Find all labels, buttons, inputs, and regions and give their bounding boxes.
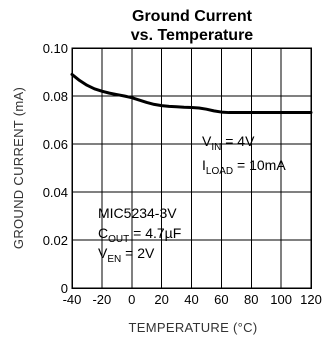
y-tick-label: 0.06 <box>43 137 68 152</box>
x-tick-label: -40 <box>63 292 82 307</box>
y-tick-labels: 0 0.02 0.04 0.06 0.08 0.10 <box>43 41 68 296</box>
chart-title-line2: vs. Temperature <box>131 27 254 44</box>
x-tick-labels: -40 -20 0 20 40 60 80 100 120 <box>63 292 322 307</box>
x-tick-label: 20 <box>154 292 168 307</box>
x-tick-label: 40 <box>184 292 198 307</box>
x-tick-label: 80 <box>244 292 258 307</box>
series-line <box>70 72 313 115</box>
y-tick-label: 0 <box>61 281 68 296</box>
annotation-ven: VEN = 2V <box>98 245 155 265</box>
plot-frame <box>71 47 312 289</box>
x-tick-label: 120 <box>300 292 322 307</box>
annotation-vin: VIN = 4V <box>202 133 255 153</box>
y-tick-label: 0.02 <box>43 233 68 248</box>
x-tick-label: 60 <box>214 292 228 307</box>
annotation-iload: ILOAD = 10mA <box>202 157 286 177</box>
x-tick-label: 100 <box>270 292 292 307</box>
grid <box>71 47 312 289</box>
y-tick-label: 0.08 <box>43 89 68 104</box>
x-tick-label: -20 <box>92 292 111 307</box>
y-axis-label: GROUND CURRENT (mA) <box>11 87 26 249</box>
y-tick-label: 0.04 <box>43 185 68 200</box>
series-group <box>70 72 313 115</box>
y-tick-label: 0.10 <box>43 41 68 56</box>
annotation-cout: COUT = 4.7µF <box>98 225 181 245</box>
x-tick-label: 0 <box>128 292 135 307</box>
annotation-device: MIC5234-3V <box>98 205 177 221</box>
chart-title-line1: Ground Current <box>132 8 253 25</box>
x-axis-label: TEMPERATURE (°C) <box>129 320 258 335</box>
